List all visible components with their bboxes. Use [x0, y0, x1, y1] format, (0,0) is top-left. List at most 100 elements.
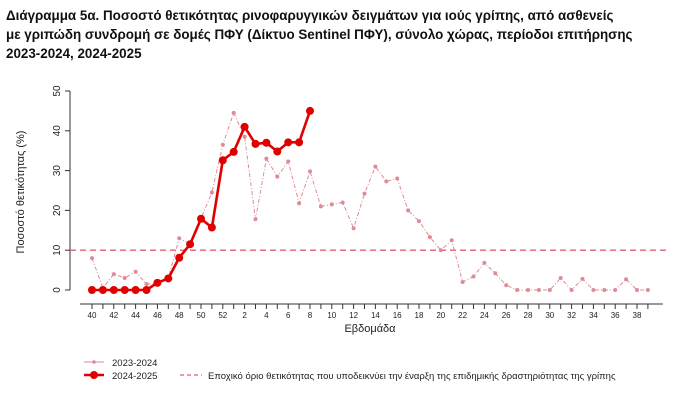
- series-2023-2024-point: [384, 179, 389, 184]
- series-2023-2024-point: [438, 248, 443, 253]
- series-2024-2025-point: [262, 138, 271, 147]
- series-2023-2024-point: [275, 174, 280, 179]
- series-2023-2024-point: [515, 288, 520, 292]
- x-tick-label: 6: [286, 311, 291, 320]
- series-2024-2025-point: [120, 286, 129, 294]
- legend: 2023-2024 2024-2025 Εποχικό όριο θετικότ…: [84, 358, 616, 382]
- x-tick-label: 2: [242, 311, 247, 320]
- series-2024-2025-point: [207, 223, 216, 232]
- x-tick-label: 26: [502, 311, 511, 320]
- series-2024-2025-point: [98, 286, 107, 294]
- series-2023-2024-point: [449, 238, 454, 243]
- series-2023-2024-point: [558, 276, 563, 281]
- series-2023-2024-point: [580, 276, 585, 281]
- series-2023-2024-point: [602, 288, 607, 292]
- series-2023-2024-point: [209, 190, 214, 195]
- series-2024-2025-point: [284, 138, 293, 147]
- series-2024-2025-point: [229, 147, 238, 156]
- series-2023-2024-point: [406, 208, 411, 213]
- series-2023-2024-point: [493, 271, 498, 276]
- x-tick-label: 38: [633, 311, 642, 320]
- x-tick-label: 22: [458, 311, 467, 320]
- x-tick-label: 40: [88, 311, 97, 320]
- y-tick-label: 0: [52, 287, 63, 293]
- legend-marker-2024: [90, 371, 98, 379]
- x-tick-label: 4: [264, 311, 269, 320]
- series-2023-2024-point: [264, 156, 269, 161]
- series-2023-2024-point: [351, 226, 356, 231]
- y-tick-label: 40: [52, 125, 63, 137]
- series-2024-2025-point: [306, 106, 314, 115]
- legend-label-threshold: Εποχικό όριο θετικότητας που υποδεικνύει…: [208, 371, 616, 382]
- x-tick-label: 48: [175, 311, 184, 320]
- series-2023-2024-point: [645, 288, 650, 292]
- x-tick-label: 20: [436, 311, 445, 320]
- x-tick-label: 12: [349, 311, 358, 320]
- series-2023-2024-point: [417, 219, 421, 224]
- series-2023-2024-point: [308, 169, 312, 174]
- series-2023-2024-point: [144, 282, 149, 287]
- series-2023-2024-point: [340, 200, 345, 205]
- series-2023-2024-point: [504, 283, 509, 288]
- series-2023-2024-point: [329, 202, 334, 207]
- series-2024-2025-point: [251, 139, 260, 148]
- series-2023-2024-point: [471, 274, 476, 279]
- y-axis-title: Ποσοστό θετικότητας (%): [15, 131, 27, 254]
- series-2023-2024-point: [635, 288, 639, 292]
- y-tick-label: 30: [52, 165, 63, 177]
- series-2023-2024-point: [460, 280, 465, 285]
- x-tick-label: 18: [415, 311, 424, 320]
- legend-label-2024: 2024-2025: [112, 371, 157, 382]
- series-2023-2024-point: [220, 142, 225, 147]
- series-2024-2025-point: [273, 147, 282, 156]
- series-2023-2024-point: [318, 204, 323, 209]
- y-tick-label: 10: [52, 244, 63, 256]
- x-tick-label: 8: [308, 311, 313, 320]
- x-tick-label: 36: [611, 311, 620, 320]
- series-2023-2024-point: [482, 260, 487, 265]
- series-2023-2024-point: [395, 176, 400, 181]
- series-2024-2025-point: [175, 253, 184, 262]
- series-2023-2024-point: [613, 288, 618, 292]
- title-line-1: Διάγραμμα 5α. Ποσοστό θετικότητας ρινοφα…: [6, 8, 614, 23]
- series-2023-2024-point: [373, 164, 378, 169]
- series-2023-2024-point: [427, 235, 432, 240]
- series-2023-2024-point: [591, 288, 596, 292]
- y-tick-label: 20: [52, 204, 63, 216]
- series-2023-2024-line: [91, 111, 648, 291]
- legend-marker-2023: [92, 360, 96, 364]
- x-tick-label: 46: [153, 311, 162, 320]
- x-tick-label: 30: [545, 311, 554, 320]
- series-2023-2024-point: [122, 276, 127, 281]
- series-2024-2025-point: [186, 240, 195, 249]
- series-2024-2025-point: [109, 286, 118, 294]
- x-axis-title: Εβδομάδα: [344, 323, 396, 335]
- series-2024-2025-point: [142, 286, 151, 294]
- series-2023-2024-point: [624, 277, 629, 282]
- series-2024-2025-point: [164, 274, 173, 283]
- x-tick-label: 24: [480, 311, 489, 320]
- series-2023-2024-point: [569, 288, 574, 292]
- x-tick-label: 14: [371, 311, 380, 320]
- series-2023-2024-point: [286, 159, 291, 164]
- x-tick-label: 28: [524, 311, 533, 320]
- legend-label-2023: 2023-2024: [112, 358, 157, 369]
- series-2023-2024-point: [297, 201, 302, 206]
- x-tick-label: 34: [589, 311, 598, 320]
- series-2024-2025-point: [295, 138, 304, 147]
- series-2024-2025-point: [131, 286, 140, 294]
- series-2023-2024-point: [231, 110, 236, 115]
- series-2023-2024-point: [526, 288, 530, 292]
- x-tick-label: 10: [327, 311, 336, 320]
- series-2024-2025-point: [197, 214, 205, 223]
- x-tick-label: 42: [109, 311, 118, 320]
- x-tick-label: 50: [197, 311, 206, 320]
- title-line-2: με γριπώδη συνδρομή σε δομές ΠΦΥ (Δίκτυο…: [6, 27, 633, 42]
- title-line-3: 2023-2024, 2024-2025: [6, 46, 142, 61]
- chart-title: Διάγραμμα 5α. Ποσοστό θετικότητας ρινοφα…: [6, 6, 696, 63]
- series-2023-2024-point: [547, 288, 552, 292]
- x-tick-label: 32: [567, 311, 576, 320]
- series-2023-2024-point: [90, 256, 94, 261]
- series-2024-2025-point: [88, 286, 96, 294]
- y-tick-label: 50: [52, 85, 63, 97]
